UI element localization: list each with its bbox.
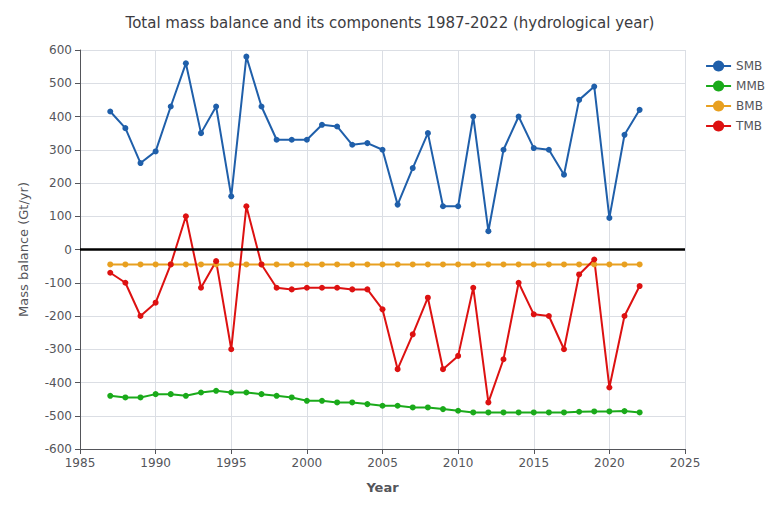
svg-text:1995: 1995 (216, 456, 247, 470)
svg-text:1985: 1985 (65, 456, 96, 470)
svg-text:-200: -200 (45, 309, 72, 323)
svg-text:SMB: SMB (736, 59, 762, 73)
svg-text:400: 400 (49, 110, 72, 124)
svg-text:-400: -400 (45, 376, 72, 390)
svg-text:Mass balance (Gt/yr): Mass balance (Gt/yr) (16, 182, 31, 317)
svg-text:2005: 2005 (367, 456, 398, 470)
svg-text:-600: -600 (45, 442, 72, 456)
svg-text:MMB: MMB (736, 79, 765, 93)
svg-text:100: 100 (49, 209, 72, 223)
svg-text:2010: 2010 (443, 456, 474, 470)
svg-text:Year: Year (365, 480, 399, 495)
svg-text:500: 500 (49, 76, 72, 90)
svg-text:2000: 2000 (292, 456, 323, 470)
svg-text:600: 600 (49, 43, 72, 57)
svg-text:BMB: BMB (736, 99, 763, 113)
svg-text:Total mass balance and its com: Total mass balance and its components 19… (125, 14, 655, 32)
svg-text:-500: -500 (45, 409, 72, 423)
svg-text:-300: -300 (45, 342, 72, 356)
svg-text:200: 200 (49, 176, 72, 190)
svg-text:2020: 2020 (594, 456, 625, 470)
svg-text:TMB: TMB (735, 119, 762, 133)
svg-text:-100: -100 (45, 276, 72, 290)
svg-text:1990: 1990 (140, 456, 171, 470)
svg-text:2025: 2025 (670, 456, 701, 470)
svg-text:300: 300 (49, 143, 72, 157)
svg-text:0: 0 (64, 243, 72, 257)
svg-text:2015: 2015 (518, 456, 549, 470)
